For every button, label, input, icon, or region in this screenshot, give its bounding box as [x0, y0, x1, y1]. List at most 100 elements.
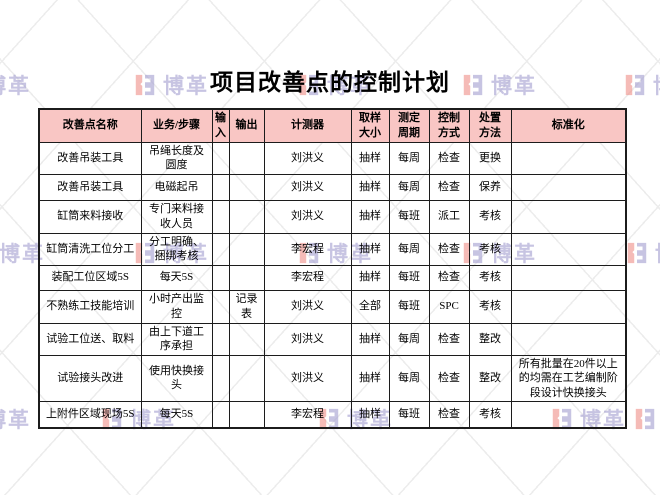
table-row: 缸筒清洗工位分工 分工明确、 捆绑考核 李宏程 抽样 每周 检查 考核 — [38, 232, 627, 266]
table-header-cell: 标准化 — [510, 108, 627, 143]
table-cell — [510, 401, 627, 429]
table-cell — [228, 232, 265, 266]
table-cell: 刘洪义 — [263, 354, 352, 403]
table-cell: 李宏程 — [263, 401, 352, 429]
table-cell: 全部 — [350, 289, 390, 324]
table-header-cell: 处置 方法 — [468, 108, 512, 143]
brand-logo-icon — [625, 74, 645, 96]
table-header-cell: 取样 大小 — [350, 108, 390, 143]
table-cell: 缸筒清洗工位分工 — [38, 232, 142, 266]
table-cell: 试验接头改进 — [38, 354, 142, 403]
table-cell: 检查 — [428, 322, 470, 356]
table-header-cell: 输出 — [228, 108, 265, 143]
brand-logo-text: 博革 — [655, 238, 660, 268]
table-cell — [510, 141, 627, 175]
table-cell: 不熟练工技能培训 — [38, 289, 142, 324]
brand-logo-icon — [463, 74, 483, 96]
table-row: 装配工位区域5S 每天5S 李宏程 抽样 每班 检查 考核 — [38, 264, 627, 291]
table-cell: 缸筒来料接收 — [38, 199, 142, 234]
table-cell: 所有批量在20件以上 的均需在工艺编制阶 段设计快换接头 — [510, 354, 627, 403]
table-cell: 每周 — [388, 141, 430, 175]
table-row: 上附件区域现场5S 每天5S 李宏程 抽样 每班 检查 考核 — [38, 401, 627, 429]
table-header-cell: 计测器 — [263, 108, 352, 143]
brand-logo-text: 博革 — [163, 75, 209, 98]
brand-logo-text: 博革 — [653, 70, 660, 100]
table-header-cell: 输 入 — [211, 108, 230, 143]
table-cell: 考核 — [468, 264, 512, 291]
table-cell — [510, 322, 627, 356]
brand-logo-text: 博革 — [0, 409, 31, 432]
table-cell: 刘洪义 — [263, 289, 352, 324]
table-cell: 抽样 — [350, 199, 390, 234]
table-cell — [228, 199, 265, 234]
table-cell — [228, 401, 265, 429]
table-cell: 试验工位送、取料 — [38, 322, 142, 356]
table-cell — [211, 232, 230, 266]
table-cell: 检查 — [428, 232, 470, 266]
table-cell — [228, 141, 265, 175]
table-cell: 整改 — [468, 354, 512, 403]
table-cell: 考核 — [468, 289, 512, 324]
table-cell: 专门来料接 收人员 — [140, 199, 213, 234]
brand-watermark: 博革 — [0, 404, 31, 434]
table-cell — [228, 173, 265, 201]
table-cell: 分工明确、 捆绑考核 — [140, 232, 213, 266]
table-cell: 保养 — [468, 173, 512, 201]
table-cell: 由上下道工 序承担 — [140, 322, 213, 356]
table-row: 改善吊装工具 吊绳长度及 圆度 刘洪义 抽样 每周 检查 更换 — [38, 141, 627, 175]
table-cell: 更换 — [468, 141, 512, 175]
table-cell: 装配工位区域5S — [38, 264, 142, 291]
table-cell: 检查 — [428, 173, 470, 201]
table-cell: 每周 — [388, 322, 430, 356]
table-cell — [211, 264, 230, 291]
table-cell: 小时产出监 控 — [140, 289, 213, 324]
table-cell: 每班 — [388, 264, 430, 291]
table-cell: 抽样 — [350, 401, 390, 429]
brand-watermark: 博革 — [625, 238, 660, 268]
table-row: 改善吊装工具 电磁起吊 刘洪义 抽样 每周 检查 保养 — [38, 173, 627, 201]
control-plan-table: 改善点名称 业务/步骤输 入输出 计测器 取样 大小 测定 周期 控制 方式 处置 方法 标准… — [38, 108, 627, 429]
brand-logo-text: 博革 — [0, 243, 45, 266]
table-cell: 抽样 — [350, 264, 390, 291]
brand-logo-text: 博革 — [327, 75, 373, 98]
table-cell: 考核 — [468, 401, 512, 429]
table-cell: 检查 — [428, 354, 470, 403]
table-cell: 检查 — [428, 401, 470, 429]
brand-logo-icon — [627, 242, 647, 264]
table-cell: 每天5S — [140, 264, 213, 291]
table-cell — [211, 401, 230, 429]
table-cell — [510, 232, 627, 266]
table-cell — [228, 322, 265, 356]
table-cell: 每周 — [388, 354, 430, 403]
table-cell — [211, 173, 230, 201]
table-cell: 抽样 — [350, 322, 390, 356]
table-header-cell: 业务/步骤 — [140, 108, 213, 143]
table-cell: 抽样 — [350, 173, 390, 201]
brand-watermark: 博革 — [623, 70, 660, 100]
brand-logo-text: 博革 — [0, 75, 31, 98]
table-cell — [211, 289, 230, 324]
table-cell: 每班 — [388, 289, 430, 324]
table-cell: 刘洪义 — [263, 199, 352, 234]
table-cell: 考核 — [468, 199, 512, 234]
table-cell: 每天5S — [140, 401, 213, 429]
table-cell — [510, 264, 627, 291]
table-cell: 抽样 — [350, 141, 390, 175]
table-row: 试验接头改进 使用快换接 头 刘洪义 抽样 每周 检查 整改 所有批量在20件以上 的均需在工… — [38, 354, 627, 403]
table-header-cell: 控制 方式 — [428, 108, 470, 143]
table-cell — [510, 289, 627, 324]
table-cell — [228, 264, 265, 291]
table-cell: 吊绳长度及 圆度 — [140, 141, 213, 175]
table-cell: 李宏程 — [263, 232, 352, 266]
table-cell: 上附件区域现场5S — [38, 401, 142, 429]
page-title: 项目改善点的控制计划 — [210, 70, 450, 95]
table-cell: 检查 — [428, 264, 470, 291]
table-cell: 使用快换接 头 — [140, 354, 213, 403]
table-header-cell: 测定 周期 — [388, 108, 430, 143]
table-cell: 刘洪义 — [263, 173, 352, 201]
brand-logo-icon — [635, 408, 655, 430]
brand-watermark: 博革 — [0, 70, 31, 100]
table-cell: 考核 — [468, 232, 512, 266]
brand-logo-icon — [299, 74, 319, 96]
table-cell — [510, 173, 627, 201]
